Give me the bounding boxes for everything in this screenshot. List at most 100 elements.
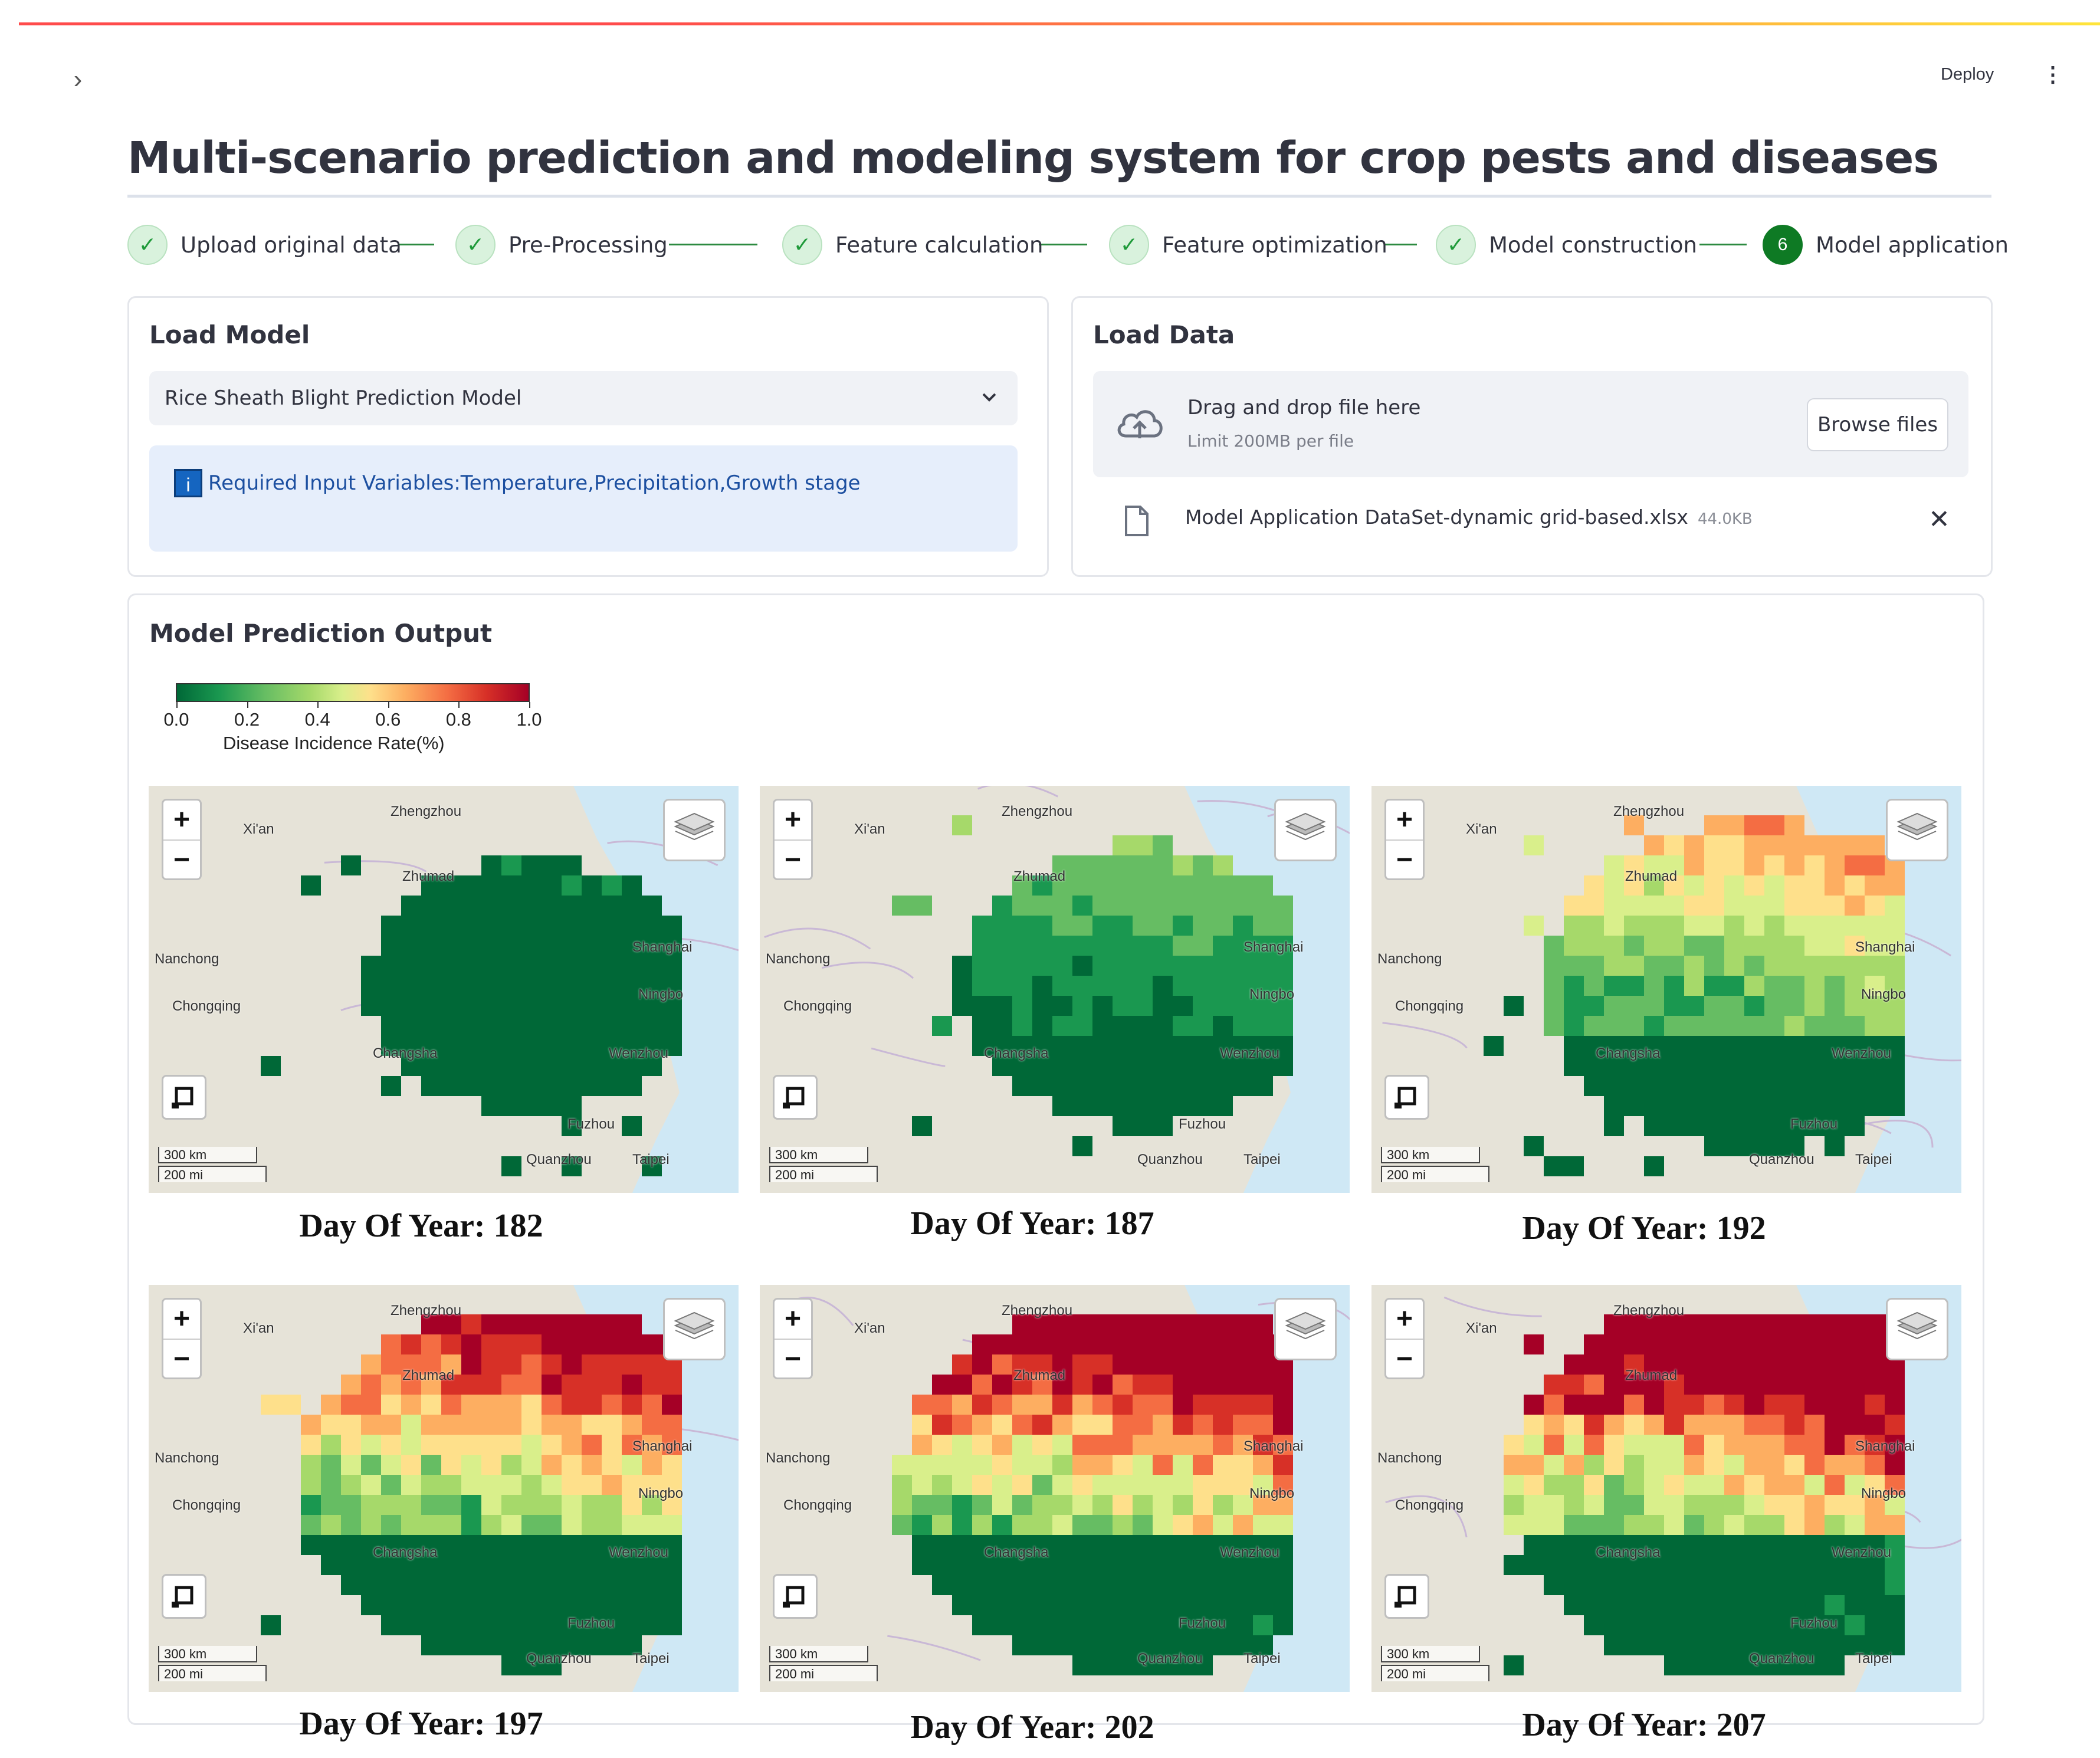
grid-cell (1544, 1535, 1564, 1555)
basemap (1371, 1285, 1961, 1692)
step-feature-calculation[interactable]: ✓ Feature calculation (782, 221, 1044, 268)
layers-icon[interactable] (1274, 799, 1337, 861)
grid-cell (521, 1575, 542, 1595)
zoom-out-button[interactable]: − (1396, 1343, 1413, 1375)
zoom-in-button[interactable]: + (1396, 804, 1413, 835)
fullscreen-icon[interactable] (773, 1075, 818, 1120)
zoom-out-button[interactable]: − (784, 1343, 802, 1375)
chevron-right-icon[interactable]: › (73, 65, 83, 94)
grid-cell (361, 976, 381, 996)
model-select[interactable]: Rice Sheath Blight Prediction Model (149, 371, 1018, 425)
prediction-map[interactable]: Zhengzhou Xi'an Zhumad Nanchong Chongqing Cha… (760, 786, 1350, 1193)
grid-cell (461, 1076, 481, 1096)
grid-cell (1865, 1615, 1885, 1635)
step-pre-processing[interactable]: ✓ Pre-Processing (455, 221, 668, 268)
grid-cell (912, 1475, 932, 1495)
grid-cell (521, 1395, 542, 1415)
fullscreen-icon[interactable] (773, 1574, 818, 1619)
grid-cell (1213, 1455, 1233, 1475)
zoom-out-button[interactable]: − (1396, 844, 1413, 875)
grid-cell (521, 1635, 542, 1655)
zoom-in-button[interactable]: + (1396, 1303, 1413, 1334)
grid-cell (1624, 875, 1644, 896)
grid-cell (1764, 1635, 1784, 1655)
grid-cell (1885, 936, 1905, 956)
zoom-out-button[interactable]: − (173, 844, 191, 875)
grid-cell (501, 1096, 521, 1116)
layers-icon[interactable] (663, 1298, 726, 1360)
kebab-menu-icon[interactable]: ⋮ (2042, 62, 2063, 86)
grid-cell (1032, 976, 1052, 996)
step-model-construction[interactable]: ✓ Model construction (1436, 221, 1697, 268)
grid-cell (1032, 896, 1052, 916)
fullscreen-icon[interactable] (162, 1075, 206, 1120)
close-icon[interactable]: ✕ (1928, 505, 1950, 534)
grid-cell (1012, 1354, 1032, 1375)
grid-cell (1584, 1354, 1604, 1375)
fullscreen-icon[interactable] (1384, 1574, 1429, 1619)
prediction-map[interactable]: Zhengzhou Xi'an Zhumad Nanchong Chongqing Cha… (1371, 786, 1961, 1193)
grid-cell (1684, 936, 1704, 956)
city-label: Fuzhou (567, 1116, 615, 1132)
fullscreen-icon[interactable] (1384, 1075, 1429, 1120)
grid-cell (481, 916, 501, 936)
grid-cell (562, 855, 582, 875)
grid-cell (1664, 1555, 1684, 1575)
city-label: Wenzhou (1220, 1544, 1279, 1560)
grid-cell (1684, 1334, 1704, 1354)
zoom-in-button[interactable]: + (784, 804, 802, 835)
layers-icon[interactable] (1886, 799, 1948, 861)
legend-tick (247, 702, 248, 708)
layers-glyph (1285, 812, 1326, 841)
fullscreen-glyph (783, 1586, 805, 1608)
layers-icon[interactable] (1886, 1298, 1948, 1360)
grid-cell (1784, 1435, 1804, 1455)
grid-cell (1072, 1475, 1092, 1495)
zoom-in-button[interactable]: + (173, 804, 191, 835)
grid-cell (1724, 1615, 1744, 1635)
prediction-map[interactable]: Zhengzhou Xi'an Zhumad Nanchong Chongqing Cha… (149, 786, 739, 1193)
city-label: Shanghai (1855, 1438, 1915, 1454)
zoom-out-button[interactable]: − (784, 844, 802, 875)
grid-cell (1885, 1056, 1905, 1076)
grid-cell (662, 1475, 682, 1495)
grid-cell (562, 1435, 582, 1455)
grid-cell (1052, 1615, 1072, 1635)
grid-cell (1724, 875, 1744, 896)
scale-bar-km: 300 km (1381, 1147, 1480, 1163)
grid-cell (1804, 916, 1825, 936)
zoom-in-button[interactable]: + (784, 1303, 802, 1334)
zoom-in-button[interactable]: + (173, 1303, 191, 1334)
browse-files-button[interactable]: Browse files (1807, 398, 1948, 451)
layers-icon[interactable] (663, 799, 726, 861)
grid-cell (932, 1495, 952, 1515)
grid-cell (1524, 1555, 1544, 1575)
prediction-map[interactable]: Zhengzhou Xi'an Zhumad Nanchong Chongqing Cha… (760, 1285, 1350, 1692)
grid-cell (441, 956, 461, 976)
grid-cell (562, 896, 582, 916)
grid-cell (1052, 1455, 1072, 1475)
grid-cell (1644, 1076, 1664, 1096)
deploy-button[interactable]: Deploy (1941, 65, 1994, 84)
layers-icon[interactable] (1274, 1298, 1337, 1360)
grid-cell (1544, 1515, 1564, 1535)
grid-cell (1072, 875, 1092, 896)
grid-cell (1885, 1555, 1905, 1575)
file-dropzone[interactable]: Drag and drop file here Limit 200MB per … (1093, 371, 1968, 477)
grid-cell (1604, 1334, 1624, 1354)
step-model-application[interactable]: 6 Model application (1763, 221, 2009, 268)
prediction-map[interactable]: Zhengzhou Xi'an Zhumad Nanchong Chongqing Cha… (1371, 1285, 1961, 1692)
grid-cell (1664, 1415, 1684, 1435)
prediction-map[interactable]: Zhengzhou Xi'an Zhumad Nanchong Chongqing Cha… (149, 1285, 739, 1692)
grid-cell (1825, 1375, 1845, 1395)
grid-cell (321, 1475, 341, 1495)
step-upload-original-data[interactable]: ✓ Upload original data (127, 221, 402, 268)
grid-cell (1784, 956, 1804, 976)
grid-cell (461, 996, 481, 1016)
grid-cell (1764, 815, 1784, 835)
step-feature-optimization[interactable]: ✓ Feature optimization (1109, 221, 1387, 268)
fullscreen-icon[interactable] (162, 1574, 206, 1619)
zoom-out-button[interactable]: − (173, 1343, 191, 1375)
grid-cell (1724, 1535, 1744, 1555)
grid-cell (932, 1415, 952, 1435)
